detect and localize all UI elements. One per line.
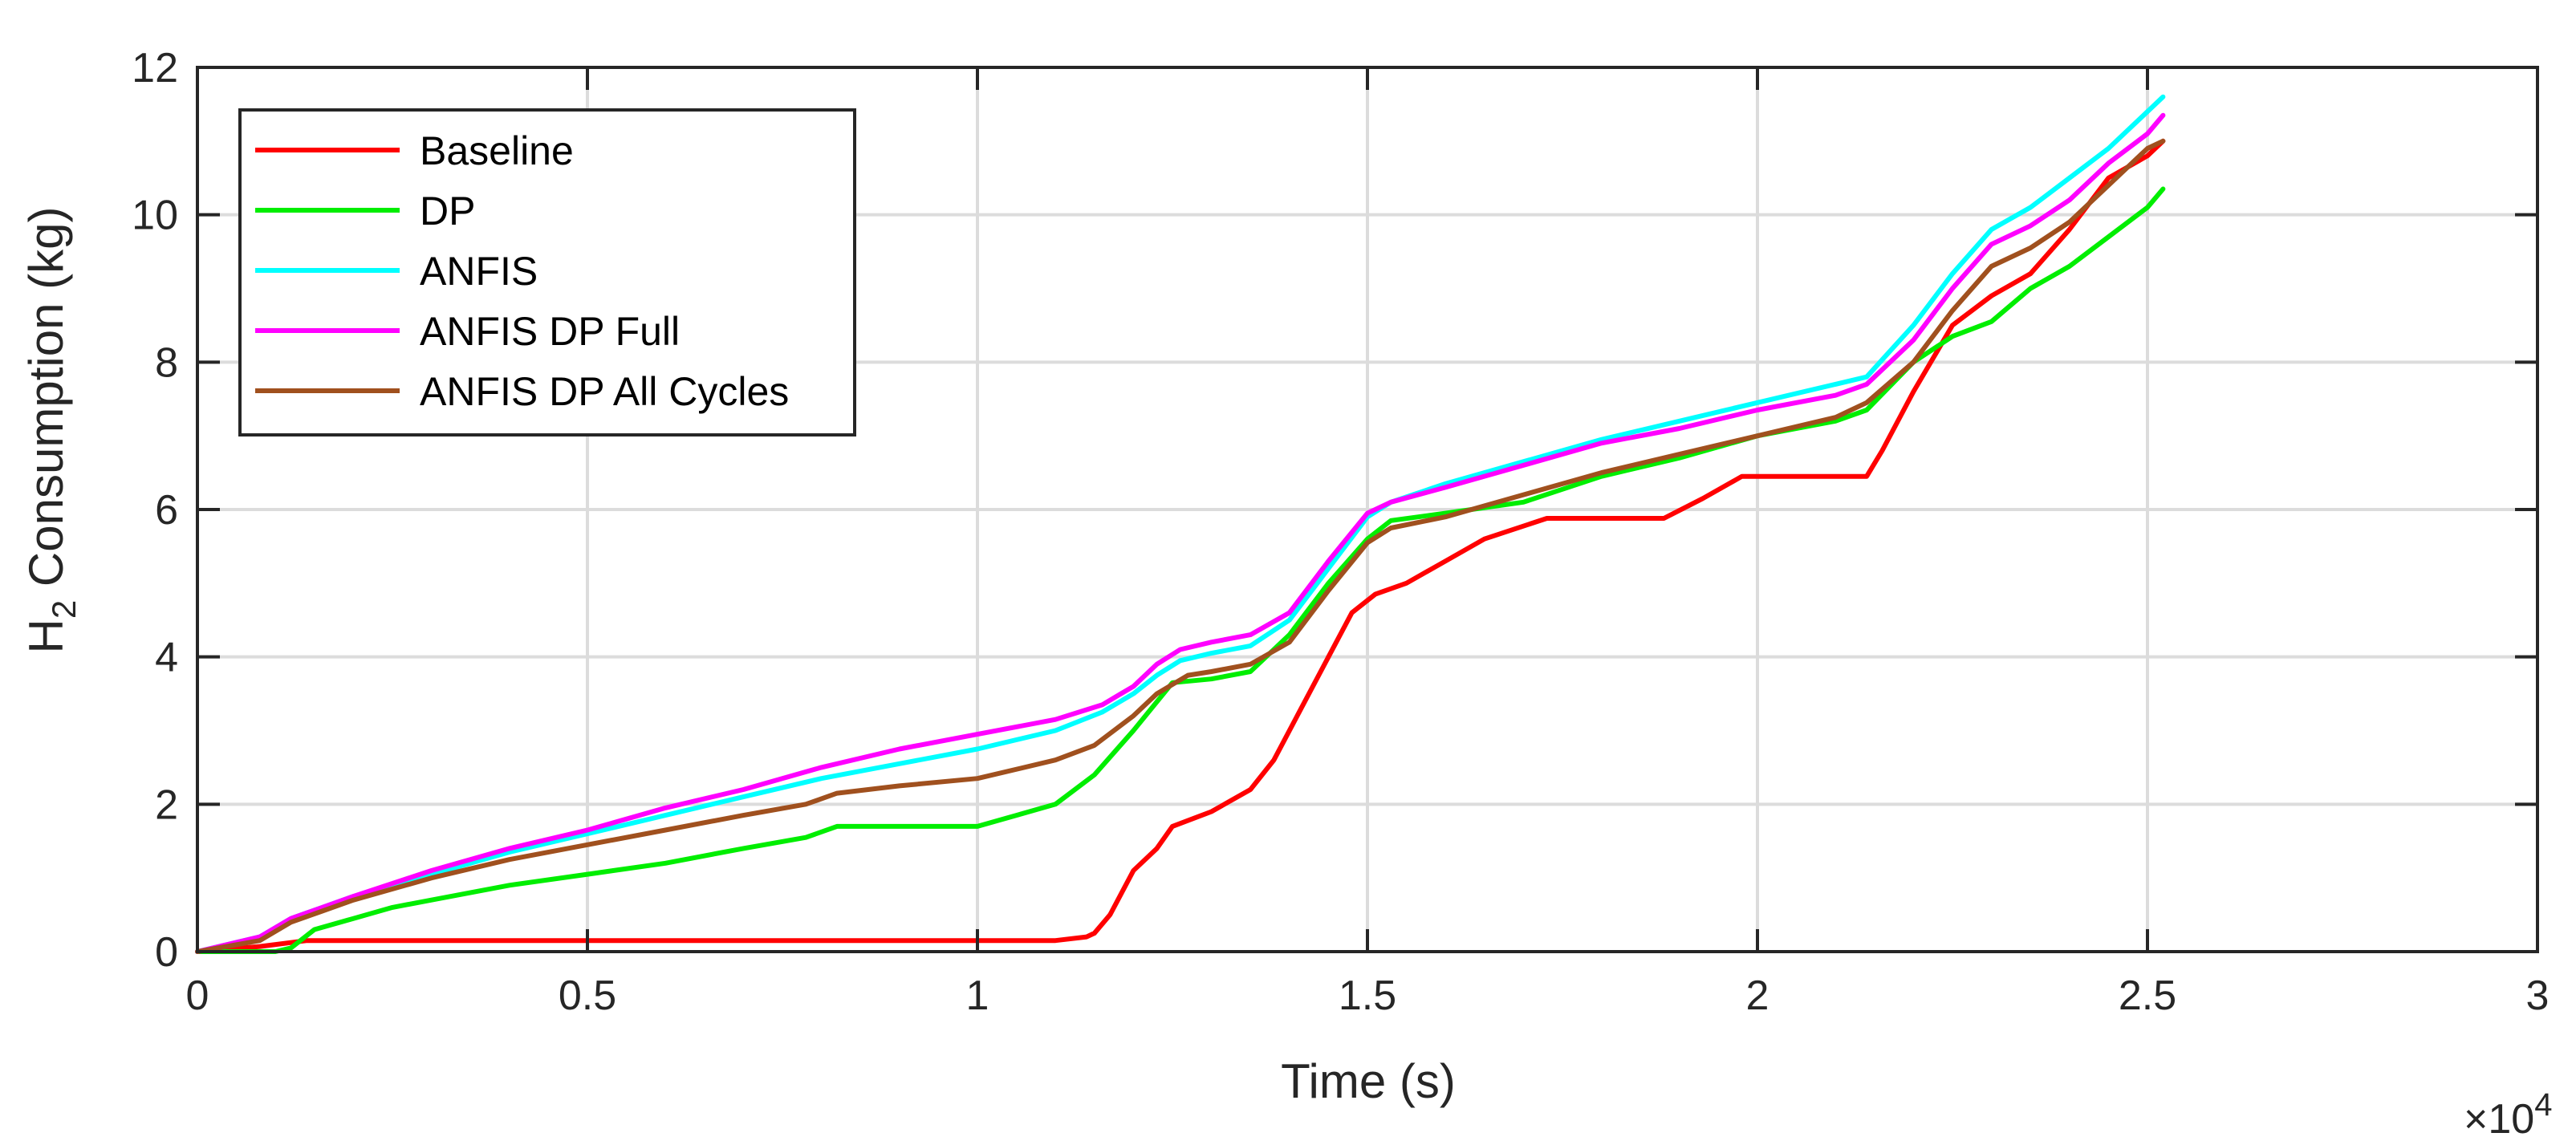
- y-axis-label: H2 Consumption (kg): [19, 207, 83, 654]
- legend-label-anfis-dp-all-cycles: ANFIS DP All Cycles: [420, 369, 789, 414]
- x-tick-label: 1: [966, 972, 989, 1019]
- y-axis-label-prefix: H: [19, 619, 73, 653]
- y-tick-label: 12: [132, 45, 178, 91]
- x-tick-label: 2: [1746, 972, 1769, 1019]
- series-layer: [195, 94, 2166, 954]
- y-tick-label: 6: [155, 487, 178, 534]
- legend: Baseline DP ANFIS ANFIS DP Full ANFIS DP All…: [238, 108, 856, 436]
- y-tick-labels: 0 2 4 6 8 10 12: [132, 45, 178, 976]
- y-tick-label: 0: [155, 929, 178, 976]
- series-line-dp: [195, 186, 2166, 954]
- x-tick-label: 3: [2526, 972, 2550, 1019]
- x-axis-label: Time (s): [1281, 1054, 1456, 1108]
- y-axis-label-subscript: 2: [45, 600, 83, 619]
- legend-label-anfis-dp-full: ANFIS DP Full: [420, 309, 680, 354]
- y-tick-label: 2: [155, 782, 178, 828]
- series-line-baseline: [195, 138, 2166, 954]
- y-tick-label: 4: [155, 635, 178, 681]
- x-exponent-power: 4: [2534, 1087, 2552, 1123]
- x-exponent: ×104: [2464, 1087, 2552, 1143]
- series-line-anfis: [195, 94, 2166, 954]
- x-tick-label: 0.5: [559, 972, 616, 1019]
- series-line-anfis-dp-all-cycles: [195, 138, 2166, 954]
- y-tick-label: 8: [155, 339, 178, 386]
- series-line-anfis-dp-full: [195, 112, 2166, 954]
- legend-label-dp: DP: [420, 189, 475, 233]
- legend-label-anfis: ANFIS: [420, 249, 538, 294]
- y-tick-label: 10: [132, 193, 178, 239]
- x-tick-label: 2.5: [2119, 972, 2176, 1019]
- legend-label-baseline: Baseline: [420, 128, 574, 173]
- axis-ticks: [196, 66, 2539, 953]
- x-exponent-base: ×10: [2464, 1096, 2534, 1143]
- x-tick-labels: 0 0.5 1 1.5 2 2.5 3: [186, 972, 2550, 1019]
- x-tick-label: 1.5: [1339, 972, 1396, 1019]
- x-tick-label: 0: [186, 972, 209, 1019]
- y-axis-label-suffix: Consumption (kg): [19, 207, 73, 600]
